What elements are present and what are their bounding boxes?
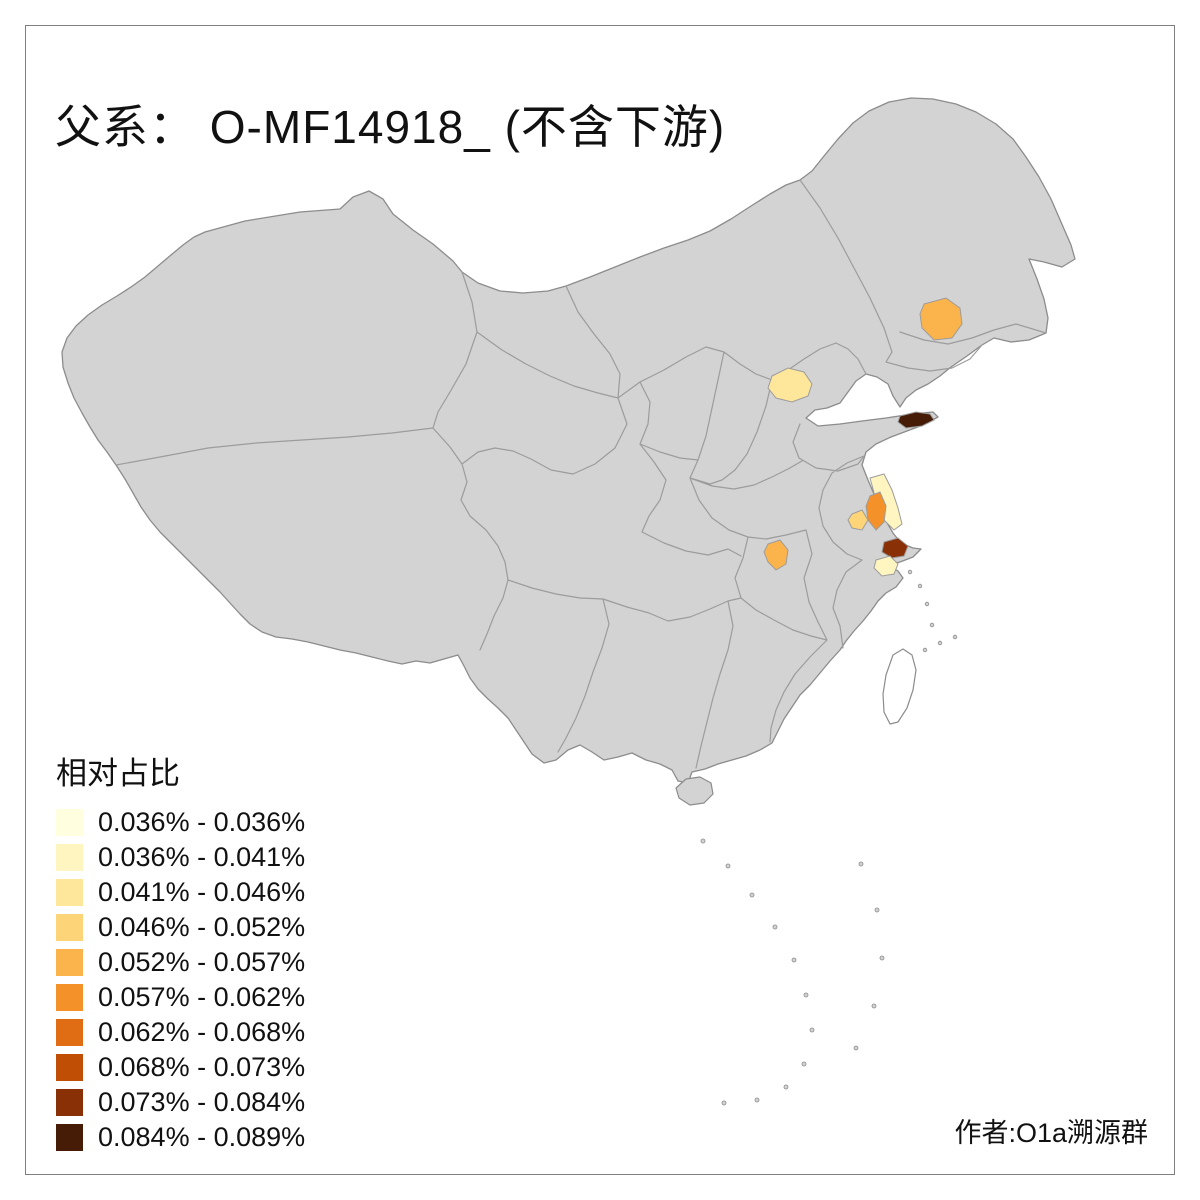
legend-label: 0.073% - 0.084% <box>98 1087 306 1117</box>
legend-swatch <box>56 879 83 906</box>
legend-label: 0.057% - 0.062% <box>98 982 306 1012</box>
legend: 相对占比 0.036% - 0.036% 0.036% - 0.041% 0.041… <box>56 748 305 1159</box>
legend-item: 0.036% - 0.036% <box>56 807 306 837</box>
province-borders <box>115 179 1047 769</box>
legend-label: 0.041% - 0.046% <box>98 877 306 907</box>
taiwan-island <box>882 648 917 725</box>
map-region <box>847 509 869 531</box>
legend-items: 0.036% - 0.036% 0.036% - 0.041% 0.041% - 0… <box>56 807 306 1152</box>
legend-swatch <box>56 1054 83 1081</box>
legend-label: 0.068% - 0.073% <box>98 1052 306 1082</box>
legend-swatch <box>56 809 83 836</box>
hainan-island <box>675 776 714 806</box>
map-region <box>919 297 963 341</box>
legend-item: 0.046% - 0.052% <box>56 912 306 942</box>
page-title: 父系： O-MF14918_ (不含下游) <box>55 100 726 153</box>
legend-item: 0.068% - 0.073% <box>56 1052 306 1082</box>
legend-item: 0.073% - 0.084% <box>56 1087 306 1117</box>
author-credit: 作者:O1a溯源群 <box>954 1118 1148 1148</box>
highlighted-regions <box>763 297 963 577</box>
map-region <box>763 539 789 571</box>
legend-swatch <box>56 1019 83 1046</box>
legend-swatch <box>56 1089 83 1116</box>
map-region <box>865 491 887 531</box>
legend-item: 0.036% - 0.041% <box>56 842 306 872</box>
map-region <box>767 367 813 403</box>
legend-swatch <box>56 949 83 976</box>
legend-item: 0.057% - 0.062% <box>56 982 306 1012</box>
map-region <box>897 411 935 429</box>
legend-label: 0.052% - 0.057% <box>98 947 306 977</box>
legend-swatch <box>56 914 83 941</box>
small-islands <box>700 569 958 1106</box>
legend-item: 0.041% - 0.046% <box>56 877 306 907</box>
legend-label: 0.036% - 0.041% <box>98 842 306 872</box>
legend-label: 0.036% - 0.036% <box>98 807 306 837</box>
legend-label: 0.084% - 0.089% <box>98 1122 306 1152</box>
legend-label: 0.062% - 0.068% <box>98 1017 306 1047</box>
legend-swatch <box>56 844 83 871</box>
legend-swatch <box>56 1124 83 1151</box>
legend-label: 0.046% - 0.052% <box>98 912 306 942</box>
legend-swatch <box>56 984 83 1011</box>
legend-item: 0.084% - 0.089% <box>56 1122 306 1152</box>
china-mainland <box>61 97 1076 784</box>
legend-item: 0.062% - 0.068% <box>56 1017 306 1047</box>
legend-title: 相对占比 <box>56 756 180 791</box>
map-region <box>873 555 899 577</box>
legend-item: 0.052% - 0.057% <box>56 947 306 977</box>
map-region <box>881 537 909 559</box>
